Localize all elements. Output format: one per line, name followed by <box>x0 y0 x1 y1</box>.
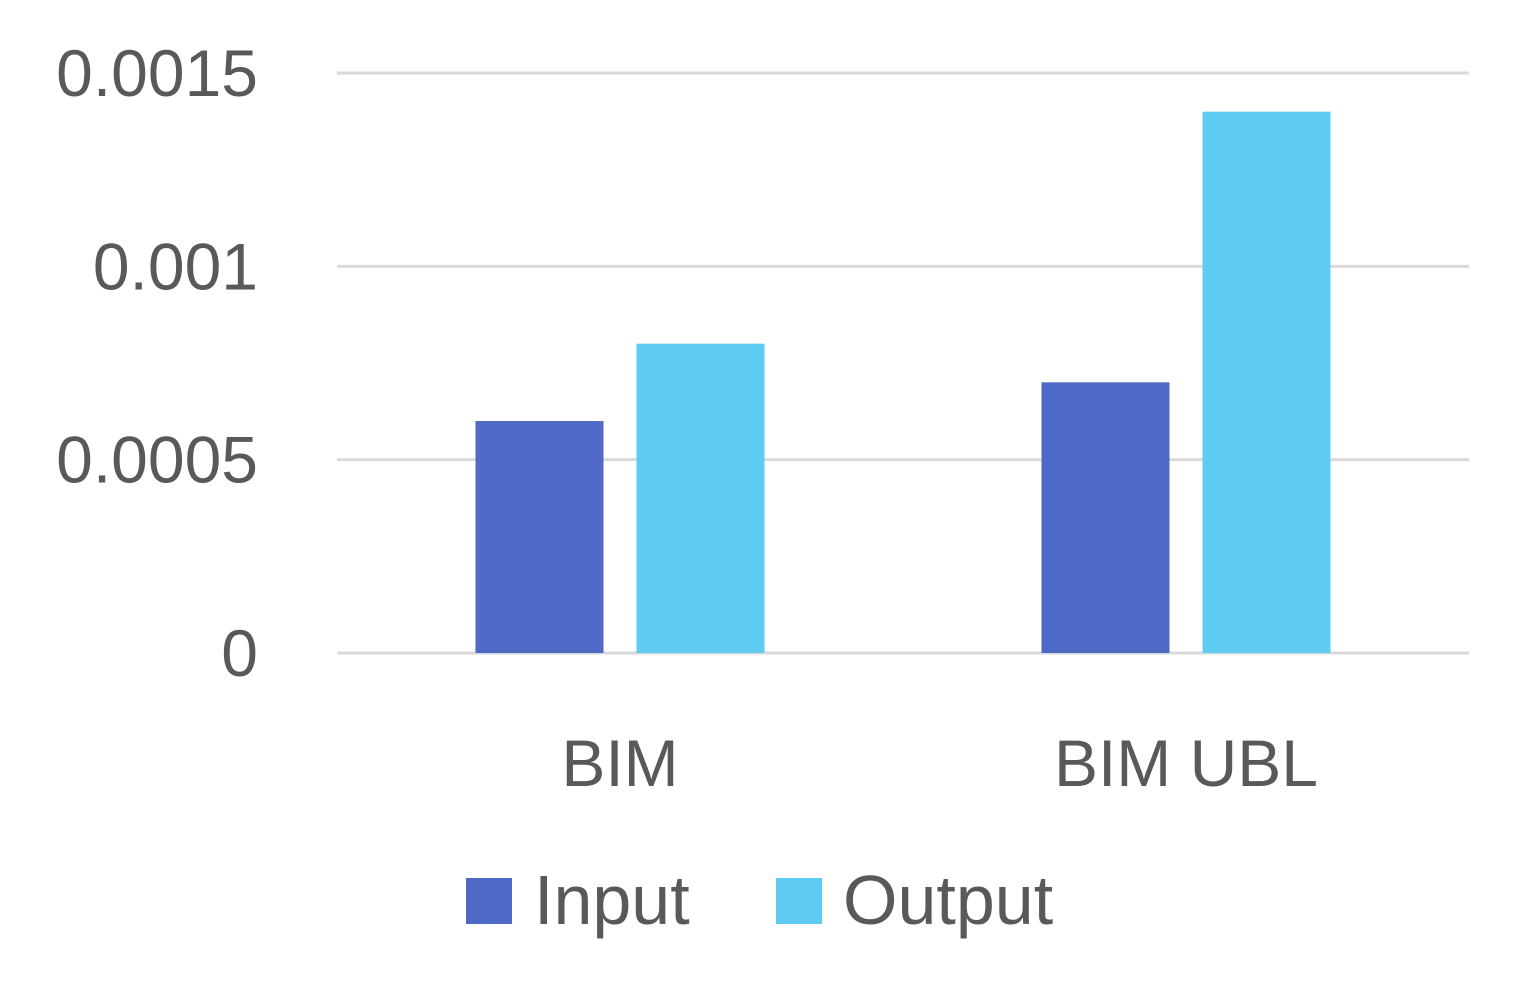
x-category-label: BIM <box>561 726 678 800</box>
legend-swatch-output <box>776 878 822 924</box>
legend: Input Output <box>466 861 1053 939</box>
y-tick-label: 0.0015 <box>56 36 258 110</box>
x-axis-category-labels: BIM BIM UBL <box>561 726 1318 800</box>
bars <box>475 111 1331 653</box>
bar-input-bim-ubl <box>1041 382 1170 653</box>
y-tick-label: 0.001 <box>93 229 258 303</box>
bar-input-bim <box>475 421 604 653</box>
legend-label-input: Input <box>534 861 690 939</box>
legend-swatch-input <box>466 878 512 924</box>
legend-label-output: Output <box>843 861 1053 939</box>
y-axis-tick-labels: 0 0.0005 0.001 0.0015 <box>56 36 258 690</box>
y-tick-label: 0 <box>221 616 258 690</box>
bar-output-bim-ubl <box>1202 111 1331 653</box>
x-category-label: BIM UBL <box>1054 726 1318 800</box>
y-tick-label: 0.0005 <box>56 423 258 497</box>
bar-output-bim <box>636 343 765 653</box>
